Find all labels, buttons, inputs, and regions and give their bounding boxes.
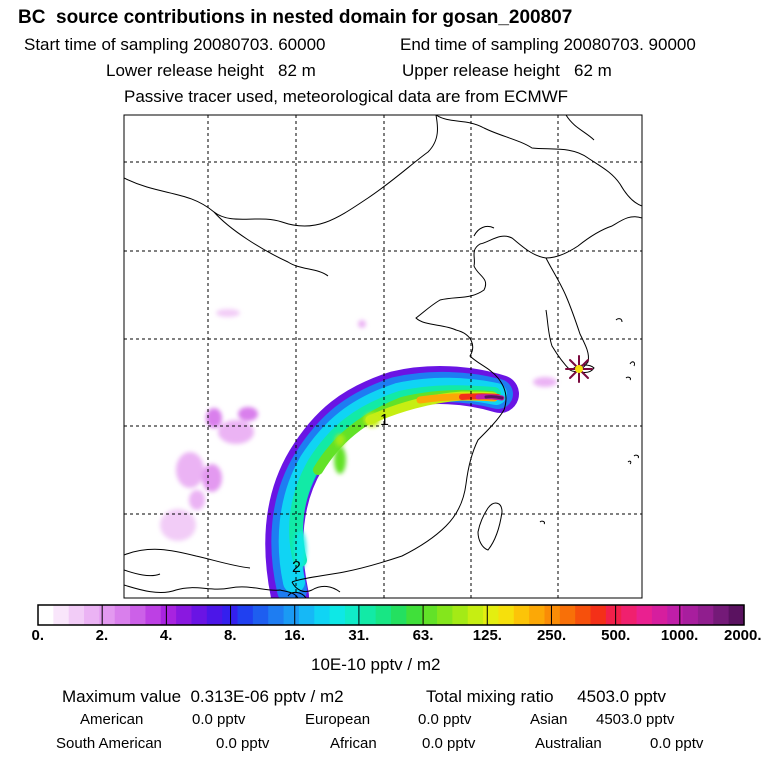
colorbar-swatch: [314, 605, 331, 625]
colorbar-tick-label: 250.: [536, 627, 567, 644]
colorbar-swatch: [329, 605, 346, 625]
plume-fringe: [160, 309, 557, 541]
colorbar-swatch: [237, 605, 254, 625]
marker-label-1: 1: [380, 412, 389, 429]
colorbar-swatch: [483, 605, 500, 625]
colorbar-swatch: [206, 605, 223, 625]
colorbar-swatch: [544, 605, 561, 625]
region-value-african: 0.0 pptv: [422, 735, 476, 752]
colorbar-swatch: [406, 605, 423, 625]
colorbar-swatch: [421, 605, 438, 625]
region-label-south-american: South American: [56, 735, 162, 752]
colorbar-tick-label: 500.: [601, 627, 631, 644]
colorbar-tick-label: 4.: [159, 627, 173, 644]
colorbar-swatch: [283, 605, 300, 625]
end-time: End time of sampling 20080703. 90000: [400, 35, 696, 54]
colorbar-swatch: [498, 605, 515, 625]
colorbar-swatch: [176, 605, 193, 625]
colorbar-swatch: [130, 605, 147, 625]
region-label-european: European: [305, 711, 371, 728]
colorbar-swatch: [298, 605, 315, 625]
colorbar-swatch: [728, 605, 745, 625]
max-value: Maximum value 0.313E-06 pptv / m2: [62, 687, 344, 706]
region-label-asian: Asian: [530, 711, 568, 728]
colorbar-swatch: [114, 605, 131, 625]
colorbar-swatch: [252, 605, 269, 625]
colorbar-swatch: [84, 605, 100, 625]
colorbar-swatch: [145, 605, 162, 625]
colorbar-unit: 10E-10 pptv / m2: [311, 655, 441, 674]
region-value-european: 0.0 pptv: [418, 711, 472, 728]
total-mixing-ratio: Total mixing ratio 4503.0 pptv: [426, 687, 667, 706]
colorbar-swatch: [391, 605, 407, 625]
colorbar-tick-label: 16.: [284, 627, 306, 644]
colorbar-swatch: [697, 605, 714, 625]
start-time: Start time of sampling 20080703. 60000: [24, 35, 326, 54]
coastlines: [124, 115, 642, 598]
colorbar-tick-label: 1000.: [660, 627, 699, 644]
region-value-american: 0.0 pptv: [192, 711, 246, 728]
colorbar-swatch: [529, 605, 546, 625]
colorbar-tick-label: 125.: [472, 627, 502, 644]
region-label-american: American: [80, 711, 144, 728]
plot-title: BC source contributions in nested domain…: [18, 7, 573, 28]
colorbar-tick-label: 31.: [348, 627, 370, 644]
colorbar-swatch: [53, 605, 70, 625]
colorbar-tick-label: 8.: [224, 627, 237, 644]
colorbar-swatch: [344, 605, 361, 625]
colorbar: [38, 605, 745, 625]
marker-label-2: 2: [292, 559, 301, 576]
colorbar-swatch: [68, 605, 85, 625]
region-value-asian: 4503.0 pptv: [596, 711, 675, 728]
colorbar-swatch: [268, 605, 285, 625]
colorbar-swatch: [636, 605, 653, 625]
colorbar-swatch: [467, 605, 484, 625]
colorbar-swatch: [682, 605, 699, 625]
region-label-australian: Australian: [535, 735, 602, 752]
map-grid: [124, 115, 642, 598]
colorbar-swatch: [605, 605, 622, 625]
tracer-note: Passive tracer used, meteorological data…: [124, 87, 569, 106]
colorbar-swatch: [713, 605, 730, 625]
colorbar-swatch: [513, 605, 530, 625]
country-borders: [124, 211, 329, 569]
region-value-australian: 0.0 pptv: [650, 735, 704, 752]
plume: [265, 366, 519, 598]
colorbar-tick-label: 63.: [412, 627, 434, 644]
star-icon: [565, 355, 593, 383]
lower-release-height: Lower release height 82 m: [106, 61, 316, 80]
colorbar-swatch: [360, 605, 377, 625]
colorbar-swatch: [160, 605, 177, 625]
colorbar-swatch: [99, 605, 116, 625]
colorbar-swatch: [590, 605, 607, 625]
colorbar-swatch: [651, 605, 668, 625]
colorbar-swatch: [452, 605, 469, 625]
colorbar-swatch: [38, 605, 54, 625]
plume-patches: [294, 413, 380, 570]
colorbar-swatch: [621, 605, 638, 625]
colorbar-swatch: [667, 605, 684, 625]
upper-release-height: Upper release height 62 m: [402, 61, 612, 80]
colorbar-frame: [37, 604, 745, 626]
colorbar-swatch: [437, 605, 453, 625]
colorbar-tick-label: 2.: [95, 627, 109, 644]
region-value-south-american: 0.0 pptv: [216, 735, 270, 752]
region-label-african: African: [330, 735, 377, 752]
colorbar-swatch: [559, 605, 576, 625]
colorbar-swatch: [191, 605, 208, 625]
map-area: [124, 115, 642, 598]
map-frame: [123, 114, 643, 599]
colorbar-tick-label: 0.: [31, 627, 45, 644]
colorbar-tick-label: 2000.: [724, 627, 762, 644]
colorbar-swatch: [575, 605, 592, 625]
colorbar-swatch: [375, 605, 392, 625]
